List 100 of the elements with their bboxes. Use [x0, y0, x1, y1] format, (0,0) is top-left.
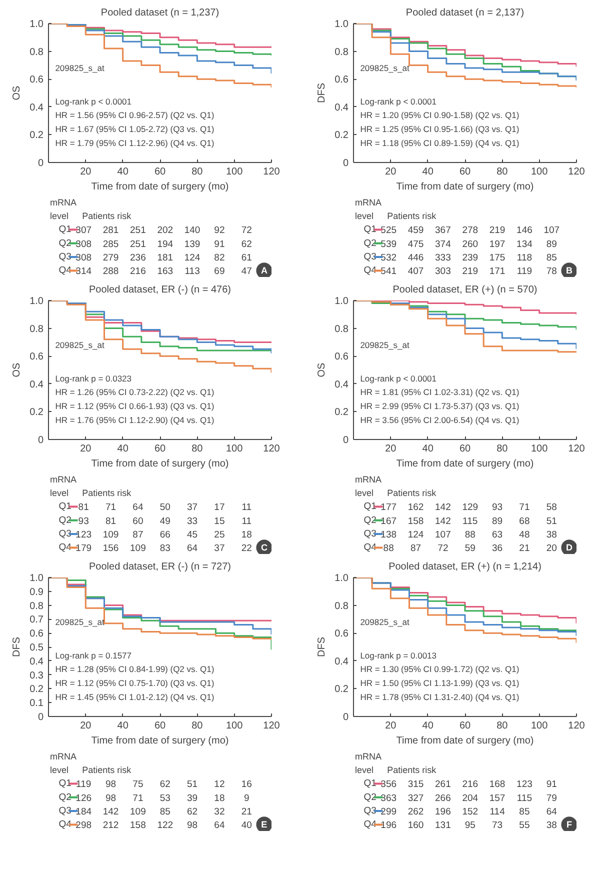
- y-axis-title: OS: [316, 362, 328, 378]
- text: A: [260, 266, 268, 276]
- annotation: Log-rank p < 0.0001: [55, 96, 132, 106]
- text: level: [354, 765, 374, 775]
- x-axis-title: Time from date of surgery (mo): [91, 736, 229, 746]
- y-tick-label: 0.8: [334, 600, 349, 612]
- x-axis-title: Time from date of surgery (mo): [91, 458, 229, 470]
- annotation: HR = 1.25 (95% CI 0.95-1.66) (Q3 vs. Q1): [360, 124, 520, 134]
- text: 307 281 251 202 140 92 72: [76, 225, 252, 236]
- y-tick-label: 0.4: [334, 656, 349, 668]
- y-tick-label: 0: [342, 158, 349, 169]
- x-tick-label: 20: [80, 166, 92, 178]
- annotation: 209825_s_at: [360, 616, 410, 627]
- y-tick-label: 0.2: [334, 684, 349, 696]
- x-tick-label: 80: [496, 166, 508, 178]
- legend-label: Q1: [58, 501, 72, 512]
- y-tick-label: 1.0: [30, 573, 44, 584]
- y-tick-label: 0.6: [334, 628, 349, 640]
- annotation: HR = 1.79 (95% CI 1.12-2.96) (Q4 vs. Q1): [55, 138, 214, 148]
- y-tick-label: 0: [342, 435, 349, 446]
- y-tick-label: 0.4: [334, 102, 349, 114]
- x-tick-label: 100: [226, 444, 244, 454]
- y-tick-label: 0.7: [30, 614, 44, 626]
- x-tick-label: 80: [496, 444, 508, 454]
- y-tick-label: 1.0: [30, 19, 44, 30]
- annotation: HR = 2.99 (95% CI 1.73-5.37) (Q3 vs. Q1): [360, 401, 520, 412]
- x-tick-label: 120: [568, 166, 586, 178]
- annotation: HR = 1.78 (95% CI 1.31-2.40) (Q4 vs. Q1): [360, 692, 520, 702]
- annotation: 209825_s_at: [55, 616, 105, 627]
- y-tick-label: 0.8: [30, 324, 44, 335]
- text: 184 142 109 85 62 32 21: [76, 806, 252, 818]
- text: mRNA: [354, 474, 382, 484]
- text: F: [566, 820, 572, 830]
- text: B: [566, 266, 573, 276]
- x-tick-label: 40: [422, 166, 434, 178]
- annotation: Log-rank p < 0.0001: [360, 373, 437, 384]
- y-tick-label: 0.4: [334, 379, 349, 390]
- y-axis-title: OS: [12, 362, 23, 378]
- y-tick-label: 0: [38, 435, 44, 446]
- text: E: [261, 820, 268, 830]
- annotation: Log-rank p < 0.0001: [360, 96, 437, 106]
- x-tick-label: 60: [459, 444, 471, 454]
- x-tick-label: 60: [154, 720, 166, 732]
- text: 88 87 72 59 36 21 20: [383, 543, 557, 554]
- annotation: 209825_s_at: [360, 340, 410, 350]
- x-tick-label: 60: [154, 444, 166, 454]
- text: Patients risk: [82, 488, 132, 498]
- legend-label: Q1: [364, 778, 376, 790]
- x-tick-label: 100: [530, 166, 548, 178]
- text: level: [50, 211, 68, 221]
- x-tick-label: 40: [117, 444, 129, 454]
- y-tick-label: 0.2: [334, 130, 349, 142]
- y-tick-label: 0.2: [30, 407, 44, 418]
- x-tick-label: 20: [80, 444, 92, 454]
- y-tick-label: 0.4: [30, 102, 44, 114]
- text: level: [354, 488, 374, 498]
- y-tick-label: 1.0: [30, 296, 44, 307]
- text: 126 98 71 53 39 18 9: [76, 792, 250, 804]
- legend-label: Q2: [58, 792, 72, 803]
- annotation: HR = 1.18 (95% CI 0.89-1.59) (Q4 vs. Q1): [360, 138, 520, 148]
- legend-label: Q2: [364, 514, 376, 526]
- text: 525 459 367 278 219 146 107: [380, 225, 560, 236]
- x-tick-label: 80: [192, 444, 204, 454]
- y-tick-label: 0.8: [30, 46, 44, 58]
- chart-title: Pooled dataset (n = 2,137): [406, 8, 524, 18]
- chart-title: Pooled dataset, ER (-) (n = 476): [88, 284, 232, 296]
- y-tick-label: 0.6: [30, 628, 44, 640]
- text: level: [354, 211, 374, 221]
- legend-label: Q2: [364, 792, 376, 803]
- annotation: HR = 1.12 (95% CI 0.75-1.70) (Q3 vs. Q1): [55, 678, 214, 688]
- text: 123 109 87 66 45 25 18: [76, 530, 252, 540]
- text: 167 158 142 115 89 68 51: [380, 516, 557, 527]
- text: Patients risk: [387, 488, 437, 498]
- text: Patients risk: [82, 211, 132, 221]
- x-tick-label: 120: [568, 444, 586, 454]
- y-axis-title: DFS: [316, 636, 328, 657]
- y-tick-label: 1.0: [334, 296, 349, 307]
- text: level: [50, 488, 68, 498]
- x-tick-label: 100: [530, 444, 548, 454]
- x-tick-label: 120: [263, 166, 280, 178]
- text: mRNA: [50, 474, 76, 484]
- legend-label: Q1: [364, 224, 376, 236]
- x-tick-label: 120: [263, 720, 280, 732]
- legend-label: Q1: [364, 501, 376, 512]
- annotation: 209825_s_at: [55, 62, 105, 73]
- text: mRNA: [354, 197, 382, 208]
- annotation: Log-rank p = 0.0323: [55, 373, 132, 384]
- text: 314 288 216 163 113 69 47: [76, 266, 252, 278]
- annotation: Log-rank p = 0.1577: [55, 650, 132, 660]
- y-tick-label: 0: [38, 712, 44, 723]
- x-tick-label: 40: [117, 720, 129, 732]
- x-tick-label: 60: [154, 166, 166, 178]
- legend-label: Q1: [58, 778, 72, 790]
- chart-title: Pooled dataset, ER (-) (n = 727): [88, 562, 232, 572]
- y-tick-label: 0.1: [30, 698, 44, 710]
- x-tick-label: 40: [422, 720, 434, 732]
- annotation: 209825_s_at: [55, 340, 105, 350]
- text: 298 212 158 122 98 64 40: [76, 820, 252, 832]
- x-tick-label: 20: [385, 166, 397, 178]
- x-tick-label: 40: [422, 444, 434, 454]
